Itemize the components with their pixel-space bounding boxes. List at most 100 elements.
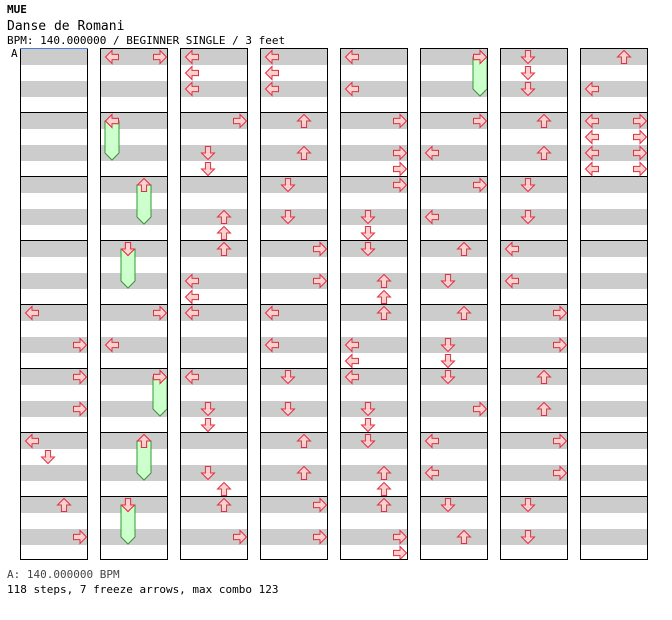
beat-band [181, 113, 247, 129]
step-arrow-down [360, 210, 376, 225]
measure-line [421, 368, 487, 369]
beat-band [181, 49, 247, 65]
beat-band [261, 145, 327, 161]
step-arrow-down [360, 402, 376, 417]
measure-line [21, 176, 87, 177]
step-arrow-left [264, 337, 279, 353]
step-arrow-left [344, 337, 359, 353]
beat-band [421, 49, 487, 65]
beat-band [21, 177, 87, 193]
step-arrow-right [233, 529, 247, 545]
beat-band [21, 241, 87, 257]
step-arrow-right [73, 369, 87, 385]
beat-band [581, 497, 647, 513]
step-arrow-down [120, 498, 136, 513]
step-arrow-up [376, 273, 392, 288]
beat-band [341, 177, 407, 193]
measure-line [501, 432, 567, 433]
beat-band [261, 113, 327, 129]
beat-band [261, 529, 327, 545]
step-arrow-up [456, 241, 472, 256]
measure-line [341, 432, 407, 433]
step-arrow-right [313, 273, 327, 289]
step-arrow-left [344, 49, 359, 65]
step-arrow-down [280, 402, 296, 417]
chart-column-5 [340, 48, 408, 560]
step-arrow-right [233, 113, 247, 129]
beat-band [101, 49, 167, 65]
step-arrow-down [520, 178, 536, 193]
step-arrow-down [520, 50, 536, 65]
step-arrow-down [440, 274, 456, 289]
step-arrow-left [104, 49, 119, 65]
beat-band [581, 145, 647, 161]
step-arrow-down [40, 450, 56, 465]
beat-band [21, 209, 87, 225]
step-arrow-left [504, 241, 519, 257]
beat-band [181, 529, 247, 545]
step-arrow-down [200, 402, 216, 417]
beat-band [581, 49, 647, 65]
measure-line [421, 304, 487, 305]
step-arrow-up [136, 433, 152, 448]
step-arrow-right [153, 305, 167, 321]
step-arrow-up [376, 465, 392, 480]
measure-line [421, 176, 487, 177]
beat-band [581, 529, 647, 545]
beat-band [261, 465, 327, 481]
step-arrow-down [200, 418, 216, 433]
beat-band [261, 305, 327, 321]
measure-line [581, 368, 647, 369]
beat-band [261, 81, 327, 97]
step-arrow-right [553, 465, 567, 481]
step-arrow-right [633, 161, 647, 177]
step-arrow-right [393, 113, 407, 129]
beat-band [421, 305, 487, 321]
beat-band [501, 433, 567, 449]
measure-line [501, 176, 567, 177]
step-arrow-right [393, 161, 407, 177]
bpm-summary: A: 140.000000 BPM [7, 568, 120, 581]
measure-line [181, 112, 247, 113]
measure-line [101, 304, 167, 305]
step-arrow-left [104, 337, 119, 353]
measure-line [21, 240, 87, 241]
measure-line [101, 432, 167, 433]
step-arrow-down [520, 82, 536, 97]
step-arrow-up [296, 145, 312, 160]
beat-band [581, 241, 647, 257]
beat-band [581, 465, 647, 481]
step-arrow-left [264, 81, 279, 97]
step-arrow-left [584, 81, 599, 97]
measure-line [501, 496, 567, 497]
beat-band [421, 241, 487, 257]
chart-column-6 [420, 48, 488, 560]
beat-band [181, 241, 247, 257]
step-arrow-up [536, 145, 552, 160]
step-arrow-up [216, 481, 232, 496]
step-arrow-up [56, 497, 72, 512]
measure-line [501, 304, 567, 305]
measure-line [261, 176, 327, 177]
beat-band [21, 81, 87, 97]
measure-line [341, 176, 407, 177]
measure-line [101, 176, 167, 177]
measure-line [261, 112, 327, 113]
measure-line [261, 304, 327, 305]
step-arrow-up [216, 209, 232, 224]
step-arrow-right [473, 177, 487, 193]
step-arrow-down [520, 66, 536, 81]
beat-band [421, 113, 487, 129]
step-arrow-left [584, 113, 599, 129]
step-arrow-right [473, 113, 487, 129]
measure-line [421, 496, 487, 497]
step-arrow-right [73, 401, 87, 417]
step-arrow-right [313, 497, 327, 513]
site-title: MUE [7, 3, 27, 16]
measure-line [501, 368, 567, 369]
song-title: Danse de Romani [7, 19, 125, 34]
beat-band [341, 49, 407, 65]
measure-line [581, 112, 647, 113]
step-arrow-down [200, 162, 216, 177]
beat-band [581, 305, 647, 321]
